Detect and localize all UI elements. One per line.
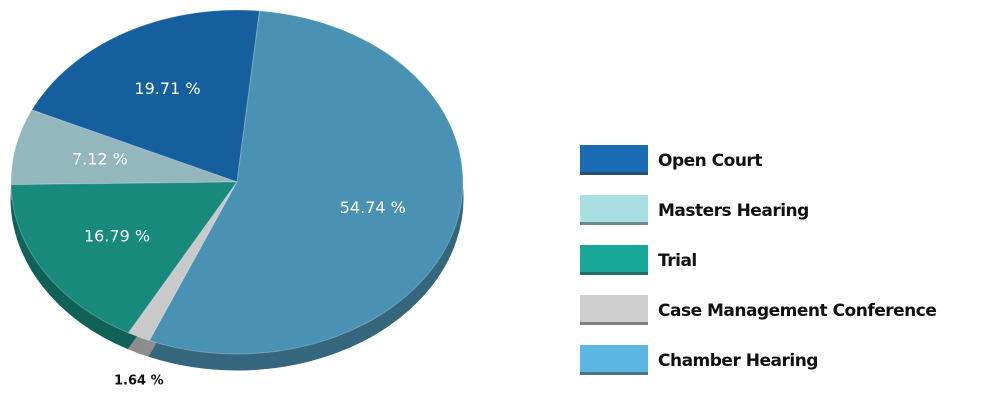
legend-swatch-edge [580,372,648,375]
legend-swatch [580,245,648,275]
legend-swatch-edge [580,272,648,275]
legend-swatch [580,345,648,375]
legend-label: Case Management Conference [658,301,936,321]
legend-label: Open Court [658,151,762,171]
legend-label: Chamber Hearing [658,351,818,371]
slice [148,10,464,355]
legend-label: Masters Hearing [658,201,809,221]
slice-label: 1.64 % [114,373,164,388]
slice-label: 54.74 % [340,198,406,217]
legend-swatch-edge [580,222,648,225]
slice-label: 7.12 % [72,149,128,168]
legend-swatch [580,145,648,175]
slice [10,109,238,186]
slice [31,9,261,183]
slice-label: 19.71 % [134,79,200,98]
slice-label: 16.79 % [84,227,150,246]
legend-swatch-edge [580,172,648,175]
legend-swatch [580,295,648,325]
slice [10,181,238,334]
legend-swatch-edge [580,322,648,325]
legend-swatch [580,195,648,225]
slice [127,181,238,342]
legend-label: Trial [658,251,697,271]
